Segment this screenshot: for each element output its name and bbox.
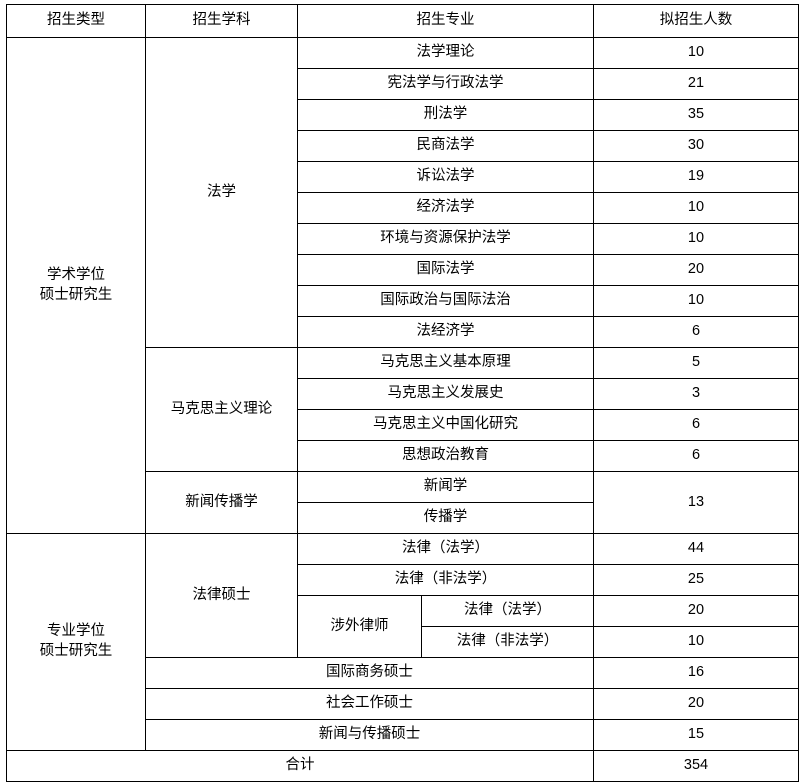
major-count: 21 [593,68,799,100]
admission-type-professional: 专业学位 硕士研究生 [6,533,146,751]
major-count: 5 [593,347,799,379]
major-count: 19 [593,161,799,193]
major-name: 传播学 [297,502,594,534]
major-count: 6 [593,316,799,348]
major-name: 民商法学 [297,130,594,162]
discipline-marxism: 马克思主义理论 [145,347,298,472]
header-admission-discipline: 招生学科 [145,4,298,38]
major-name: 社会工作硕士 [145,688,594,720]
discipline-juris-master: 法律硕士 [145,533,298,658]
table-body: 学术学位 硕士研究生 法学 法学理论 10 宪法学与行政法学 21 刑法学 35… [6,37,799,782]
table-row: 学术学位 硕士研究生 法学 法学理论 10 [6,37,799,534]
major-name: 法经济学 [297,316,594,348]
table-row: 涉外律师 法律（法学） 20 [7,595,799,658]
table-row: 马克思主义发展史 3 [7,378,799,410]
admission-type-academic: 学术学位 硕士研究生 [6,37,146,534]
subgroup-foreign-related-lawyer: 涉外律师 [297,595,422,658]
header-admission-type: 招生类型 [6,4,146,38]
major-count: 20 [593,595,799,627]
major-count-merged: 13 [593,471,799,534]
major-name: 诉讼法学 [297,161,594,193]
major-count: 3 [593,378,799,410]
table-row: 国际法学 20 [7,254,799,286]
major-count: 10 [593,223,799,255]
table-row: 新闻传播学 新闻学 13 [7,471,799,534]
major-count: 10 [593,192,799,224]
major-name: 新闻学 [297,471,594,503]
major-count: 10 [593,37,799,69]
major-name: 国际商务硕士 [145,657,594,689]
major-name: 马克思主义中国化研究 [297,409,594,441]
major-count: 20 [593,688,799,720]
header-admission-major: 招生专业 [297,4,594,38]
discipline-journalism: 新闻传播学 [145,471,298,534]
major-name: 刑法学 [297,99,594,131]
discipline-law: 法学 [145,37,298,348]
major-name: 思想政治教育 [297,440,594,472]
major-count: 30 [593,130,799,162]
major-name: 法学理论 [297,37,594,69]
major-name: 法律（法学） [297,533,594,565]
major-name: 经济法学 [297,192,594,224]
table-row: 法律（非法学） 10 [7,626,799,658]
major-count: 6 [593,440,799,472]
major-name: 法律（非法学） [297,564,594,596]
major-name: 马克思主义基本原理 [297,347,594,379]
admissions-plan-table: 招生类型 招生学科 招生专业 拟招生人数 学术学位 硕士研究生 法学 法学理论 … [6,4,799,782]
major-name: 法律（非法学） [421,626,594,658]
major-count: 35 [593,99,799,131]
table-row: 专业学位 硕士研究生 法律硕士 法律（法学） 44 [6,533,799,751]
table-row: 法经济学 6 [7,316,799,348]
table-row: 国际政治与国际法治 10 [7,285,799,317]
major-name: 马克思主义发展史 [297,378,594,410]
table-row: 宪法学与行政法学 21 [7,68,799,100]
major-count: 44 [593,533,799,565]
major-name: 新闻与传播硕士 [145,719,594,751]
table-row: 刑法学 35 [7,99,799,131]
major-name: 法律（法学） [421,595,594,627]
major-count: 20 [593,254,799,286]
total-label: 合计 [6,750,594,782]
table-row: 民商法学 30 [7,130,799,162]
total-row: 合计 354 [6,750,799,782]
major-count: 16 [593,657,799,689]
major-count: 10 [593,626,799,658]
major-name: 宪法学与行政法学 [297,68,594,100]
major-name: 国际政治与国际法治 [297,285,594,317]
table-row: 思想政治教育 6 [7,440,799,472]
major-name: 环境与资源保护法学 [297,223,594,255]
header-row: 招生类型 招生学科 招生专业 拟招生人数 [6,4,799,38]
table-row: 经济法学 10 [7,192,799,224]
major-count: 15 [593,719,799,751]
table-row: 诉讼法学 19 [7,161,799,193]
major-count: 6 [593,409,799,441]
header-planned-count: 拟招生人数 [593,4,799,38]
total-count: 354 [593,750,799,782]
major-count: 10 [593,285,799,317]
table-row: 环境与资源保护法学 10 [7,223,799,255]
table-header: 招生类型 招生学科 招生专业 拟招生人数 [6,4,799,38]
major-name: 国际法学 [297,254,594,286]
major-count: 25 [593,564,799,596]
